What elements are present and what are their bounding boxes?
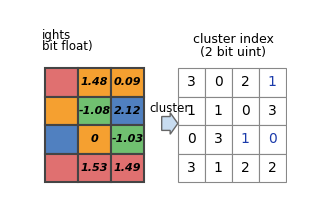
Text: 0: 0 [91,134,98,144]
Bar [232,153,259,182]
Bar [232,125,259,153]
Bar [205,68,232,97]
Text: -1.03: -1.03 [111,134,143,144]
Bar [111,153,144,182]
Bar [45,125,78,153]
Text: 0: 0 [268,132,276,146]
Bar [45,97,78,125]
Bar [78,97,111,125]
Bar [205,153,232,182]
Bar [259,125,286,153]
Bar [178,97,205,125]
Bar [232,68,259,97]
Text: (2 bit uint): (2 bit uint) [200,46,266,59]
Bar [45,68,78,97]
Text: 2.12: 2.12 [114,106,141,116]
Text: 0: 0 [214,75,223,89]
Text: 1: 1 [241,132,250,146]
Text: cluster: cluster [149,102,189,115]
FancyArrow shape [162,113,178,134]
Text: 0: 0 [187,132,196,146]
Text: 1: 1 [214,161,223,175]
Text: 3: 3 [268,104,276,118]
Bar [78,68,111,97]
Text: 1.48: 1.48 [81,77,108,87]
Bar [205,125,232,153]
Text: cluster index: cluster index [193,33,274,46]
Bar [78,153,111,182]
Text: 2: 2 [268,161,276,175]
Text: 3: 3 [187,75,196,89]
Bar [178,68,205,97]
Bar [45,153,78,182]
Text: 1: 1 [187,104,196,118]
Text: 3: 3 [214,132,223,146]
Text: 0.09: 0.09 [114,77,141,87]
Bar [178,153,205,182]
Text: 2: 2 [241,75,250,89]
Text: 3: 3 [187,161,196,175]
Bar [205,97,232,125]
Text: 1.49: 1.49 [114,163,141,173]
Text: 1: 1 [268,75,276,89]
Bar [259,68,286,97]
Text: 0: 0 [241,104,250,118]
Text: 2: 2 [241,161,250,175]
Text: ights: ights [42,29,72,42]
Text: -1.08: -1.08 [78,106,110,116]
Bar [111,97,144,125]
Bar [259,97,286,125]
Bar [232,97,259,125]
Text: 1: 1 [214,104,223,118]
Bar [178,125,205,153]
Bar [259,153,286,182]
Bar [111,125,144,153]
Text: 1.53: 1.53 [81,163,108,173]
Text: bit float): bit float) [42,40,93,53]
Bar [78,125,111,153]
Bar [111,68,144,97]
